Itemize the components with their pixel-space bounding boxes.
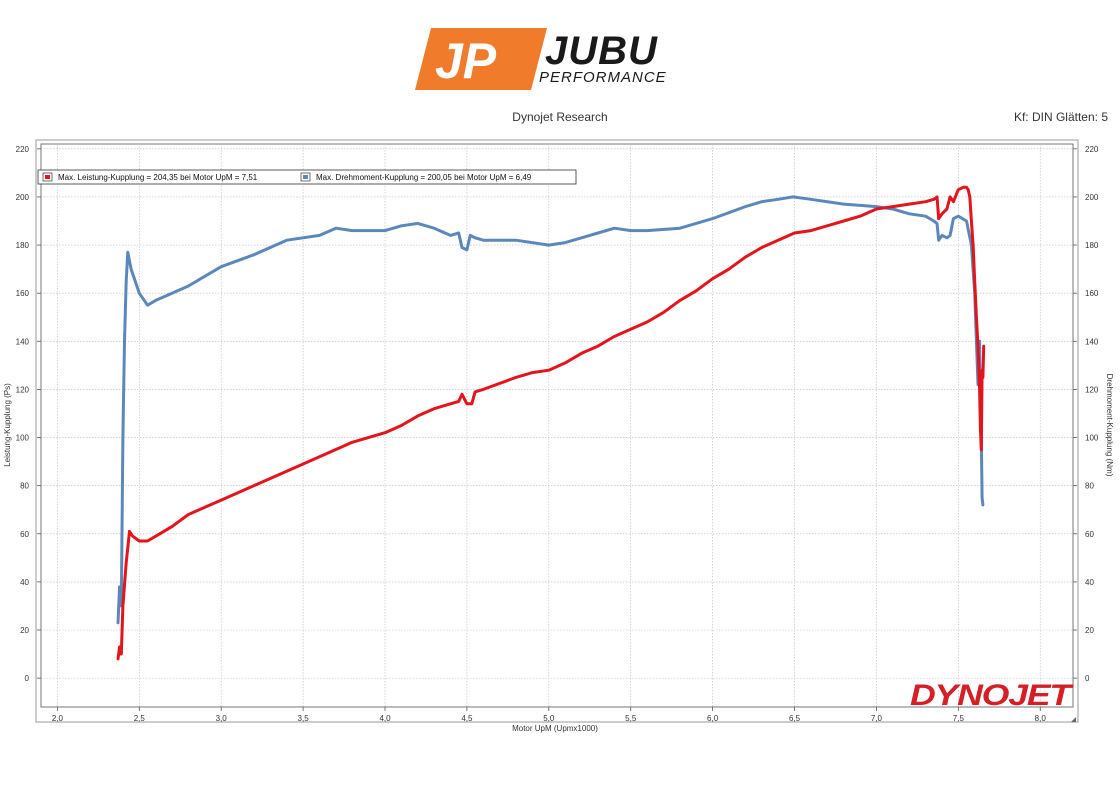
y-tick-label-left: 60 [20, 530, 29, 539]
x-tick-label: 2,0 [52, 714, 64, 723]
y-tick-label-left: 220 [16, 145, 30, 154]
x-tick-label: 6,0 [707, 714, 719, 723]
plot-area [40, 143, 1074, 708]
legend-swatch-torque-fill [303, 175, 308, 179]
x-axis-title: Motor UpM (Upmx1000) [512, 724, 598, 733]
x-axis-ticks: 2,0 2,5 3,0 3,5 4,0 4,5 5,0 5,5 6,0 6,5 7,0 7,5 8,0 [52, 707, 1047, 723]
x-tick-label: 3,5 [298, 714, 310, 723]
y-tick-label-left: 20 [20, 626, 29, 635]
power-curve [116, 185, 986, 661]
y-tick-label-right: 40 [1085, 578, 1094, 587]
y-tick-label-left: 100 [16, 434, 30, 443]
y-tick-label-right: 20 [1085, 626, 1094, 635]
y-tick-label-right: 140 [1085, 337, 1099, 346]
y-axis-right-title: Drehmoment-Kupplung (Nm) [1105, 374, 1114, 477]
legend-label-power: Max. Leistung-Kupplung = 204,35 bei Moto… [58, 173, 258, 182]
series-group [116, 185, 986, 661]
resize-grip-icon [1071, 717, 1076, 722]
x-tick-label: 4,0 [379, 714, 391, 723]
y-tick-label-left: 40 [20, 578, 29, 587]
jubu-performance-logo: JP JUBU PERFORMANCE [415, 28, 667, 90]
y-tick-label-right: 180 [1085, 241, 1099, 250]
x-tick-label: 2,5 [134, 714, 146, 723]
logo-orange-badge [415, 28, 547, 90]
x-tick-label: 8,0 [1035, 714, 1047, 723]
y-tick-label-left: 200 [16, 193, 30, 202]
y-tick-label-left: 140 [16, 337, 30, 346]
y-tick-label-right: 0 [1085, 674, 1090, 683]
y-tick-label-left: 160 [16, 289, 30, 298]
y-tick-label-left: 0 [25, 674, 30, 683]
chart-header-settings: Kf: DIN Glätten: 5 [1013, 110, 1108, 124]
chart-outer-frame [35, 139, 1079, 723]
logo-name: JUBU [545, 29, 658, 73]
dyno-chart: 2,0 2,5 3,0 3,5 4,0 4,5 5,0 5,5 6,0 6,5 7,0 7,5 8,0 … [3, 139, 1114, 733]
y-tick-label-left: 180 [16, 241, 30, 250]
logo-tagline: PERFORMANCE [539, 69, 667, 86]
logo-badge-letters: JP [435, 33, 497, 89]
y-tick-label-right: 160 [1085, 289, 1099, 298]
y-tick-label-right: 100 [1085, 434, 1099, 443]
legend-label-torque: Max. Drehmoment-Kupplung = 200,05 bei Mo… [316, 173, 532, 182]
y-tick-label-right: 200 [1085, 193, 1099, 202]
y-tick-label-right: 60 [1085, 530, 1094, 539]
y-axis-right-ticks: 0 20 40 60 80 100 120 140 160 180 200 220 [1073, 145, 1099, 683]
legend: Max. Leistung-Kupplung = 204,35 bei Moto… [37, 169, 577, 185]
x-tick-label: 5,5 [625, 714, 637, 723]
dynojet-watermark: DYNOJET [910, 679, 1075, 712]
x-tick-label: 4,5 [461, 714, 473, 723]
y-tick-label-right: 80 [1085, 482, 1094, 491]
x-tick-label: 5,0 [543, 714, 555, 723]
legend-swatch-power-fill [45, 175, 50, 179]
y-tick-label-left: 80 [20, 482, 29, 491]
x-tick-label: 7,0 [871, 714, 883, 723]
y-tick-label-right: 120 [1085, 385, 1099, 394]
dynojet-watermark-text: DYNOJET [910, 679, 1074, 712]
x-tick-label: 6,5 [789, 714, 801, 723]
x-tick-label: 7,5 [953, 714, 965, 723]
y-tick-label-right: 220 [1085, 145, 1099, 154]
y-axis-left-title: Leistung-Kupplung (Ps) [3, 383, 12, 467]
chart-header-title: Dynojet Research [512, 110, 608, 124]
y-axis-left-ticks: 0 20 40 60 80 100 120 140 160 180 200 220 [16, 145, 41, 683]
torque-curve [116, 195, 985, 625]
x-tick-label: 3,0 [216, 714, 228, 723]
y-tick-label-left: 120 [16, 385, 30, 394]
